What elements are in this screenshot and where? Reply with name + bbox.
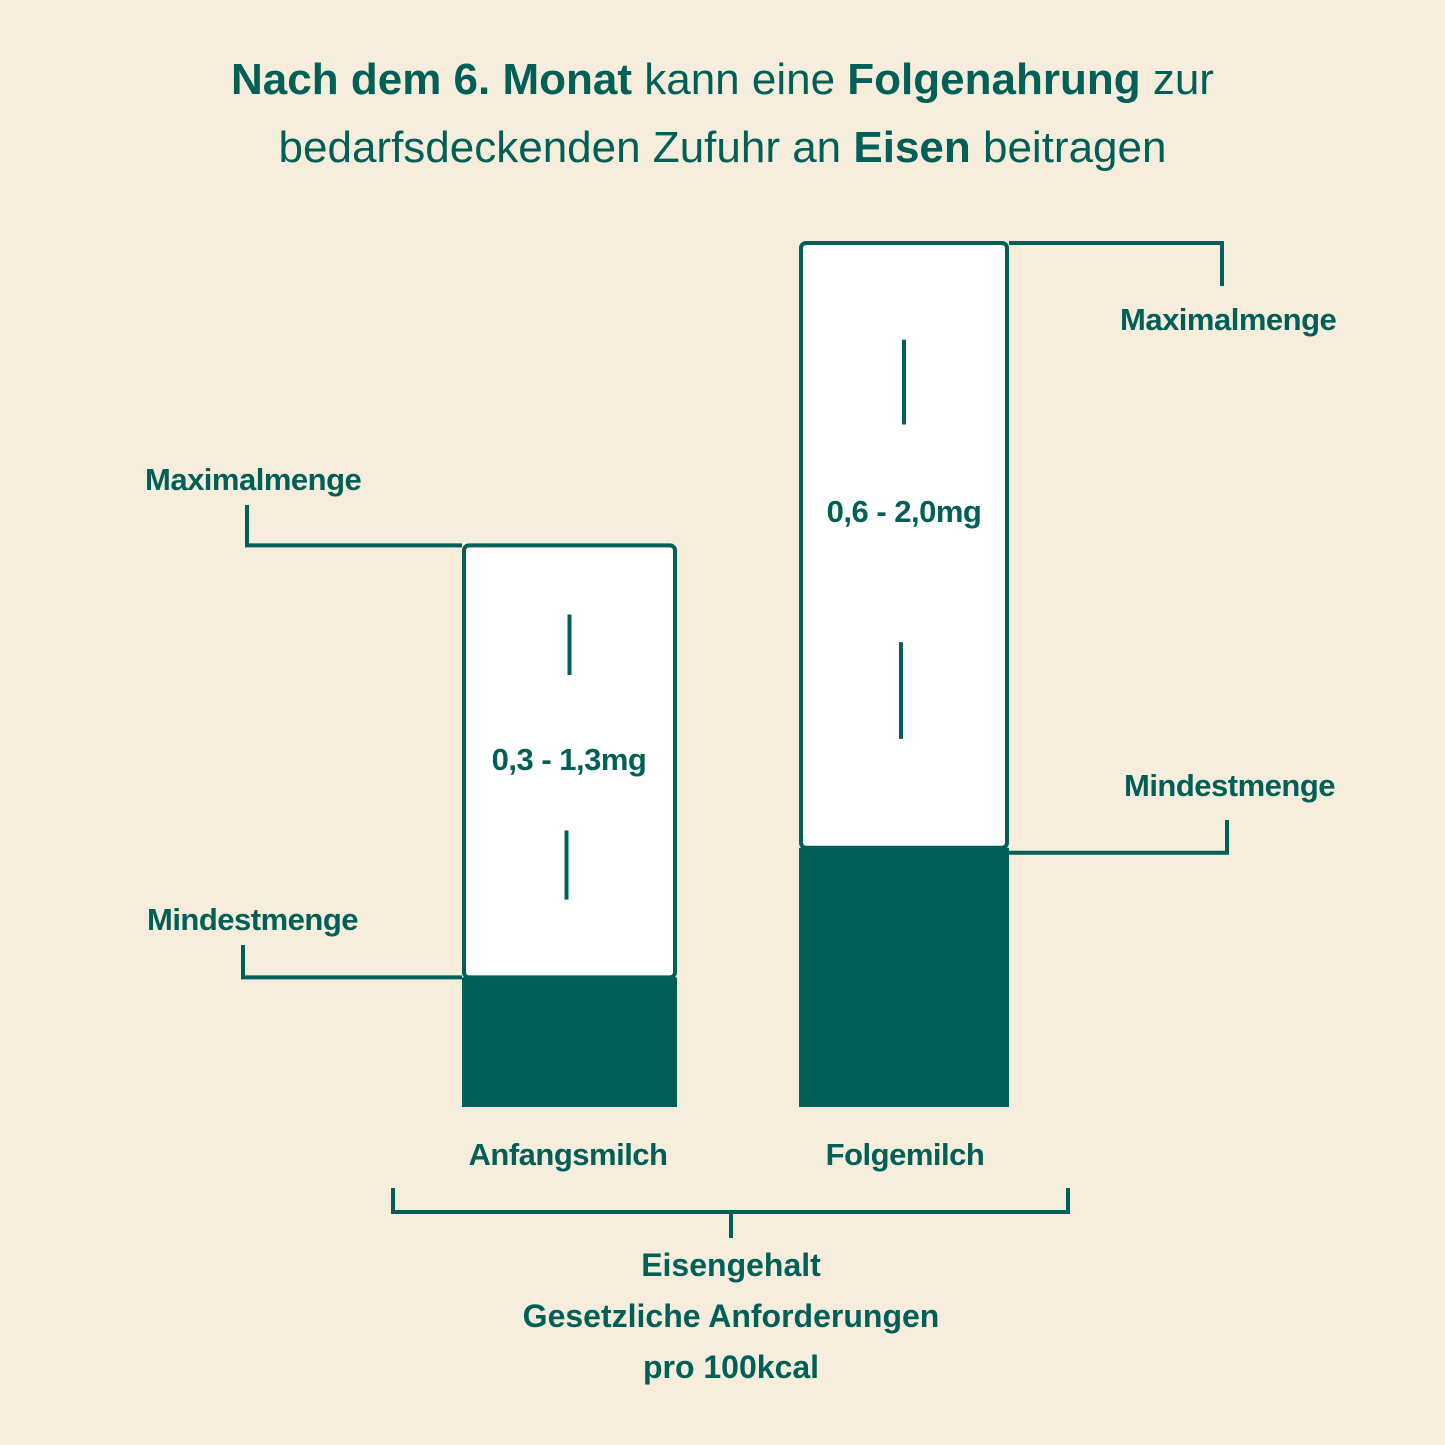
title-line-2: bedarfsdeckenden Zufuhr an Eisen beitrag… [0, 114, 1445, 182]
x-label-line-2: Gesetzliche Anforderungen [522, 1298, 940, 1334]
max-label-folgemilch: Maximalmenge [1120, 302, 1337, 337]
title-segment: bedarfsdeckenden Zufuhr an [278, 123, 854, 172]
x-label-line-1: Eisengehalt [641, 1247, 821, 1283]
min-label-folgemilch: Mindestmenge [1124, 768, 1336, 803]
max-label-anfangsmilch: Maximalmenge [145, 462, 362, 497]
x-axis-caption: Eisengehalt Gesetzliche Anforderungen pr… [523, 1240, 940, 1393]
title-segment: beitragen [970, 123, 1167, 172]
title-segment: kann eine [632, 55, 848, 104]
title-line-1: Nach dem 6. Monat kann eine Folgenahrung… [0, 46, 1445, 114]
title-segment: Eisen [853, 123, 971, 172]
range-label-anfangsmilch: 0,3 - 1,3mg [491, 742, 647, 777]
min-label-anfangsmilch: Mindestmenge [147, 902, 359, 937]
title-segment: Nach dem 6. Monat [231, 55, 632, 104]
category-label-folgemilch: Folgemilch [825, 1137, 985, 1172]
max-leader-line [245, 505, 462, 548]
title-segment: Folgenahrung [847, 55, 1141, 104]
range-box-bar [462, 543, 677, 980]
range-label-folgemilch: 0,6 - 2,0mg [826, 494, 982, 529]
title-segment: zur [1140, 55, 1214, 104]
min-leader-line [1009, 820, 1229, 855]
max-leader-line [1009, 241, 1224, 286]
min-fill-bar [799, 847, 1009, 1107]
range-box-bar [799, 241, 1009, 850]
category-bracket [391, 1188, 1070, 1214]
category-label-anfangsmilch: Anfangsmilch [468, 1137, 668, 1172]
min-leader-line [241, 945, 462, 980]
min-fill-bar [462, 977, 677, 1107]
x-label-line-3: pro 100kcal [642, 1349, 820, 1385]
